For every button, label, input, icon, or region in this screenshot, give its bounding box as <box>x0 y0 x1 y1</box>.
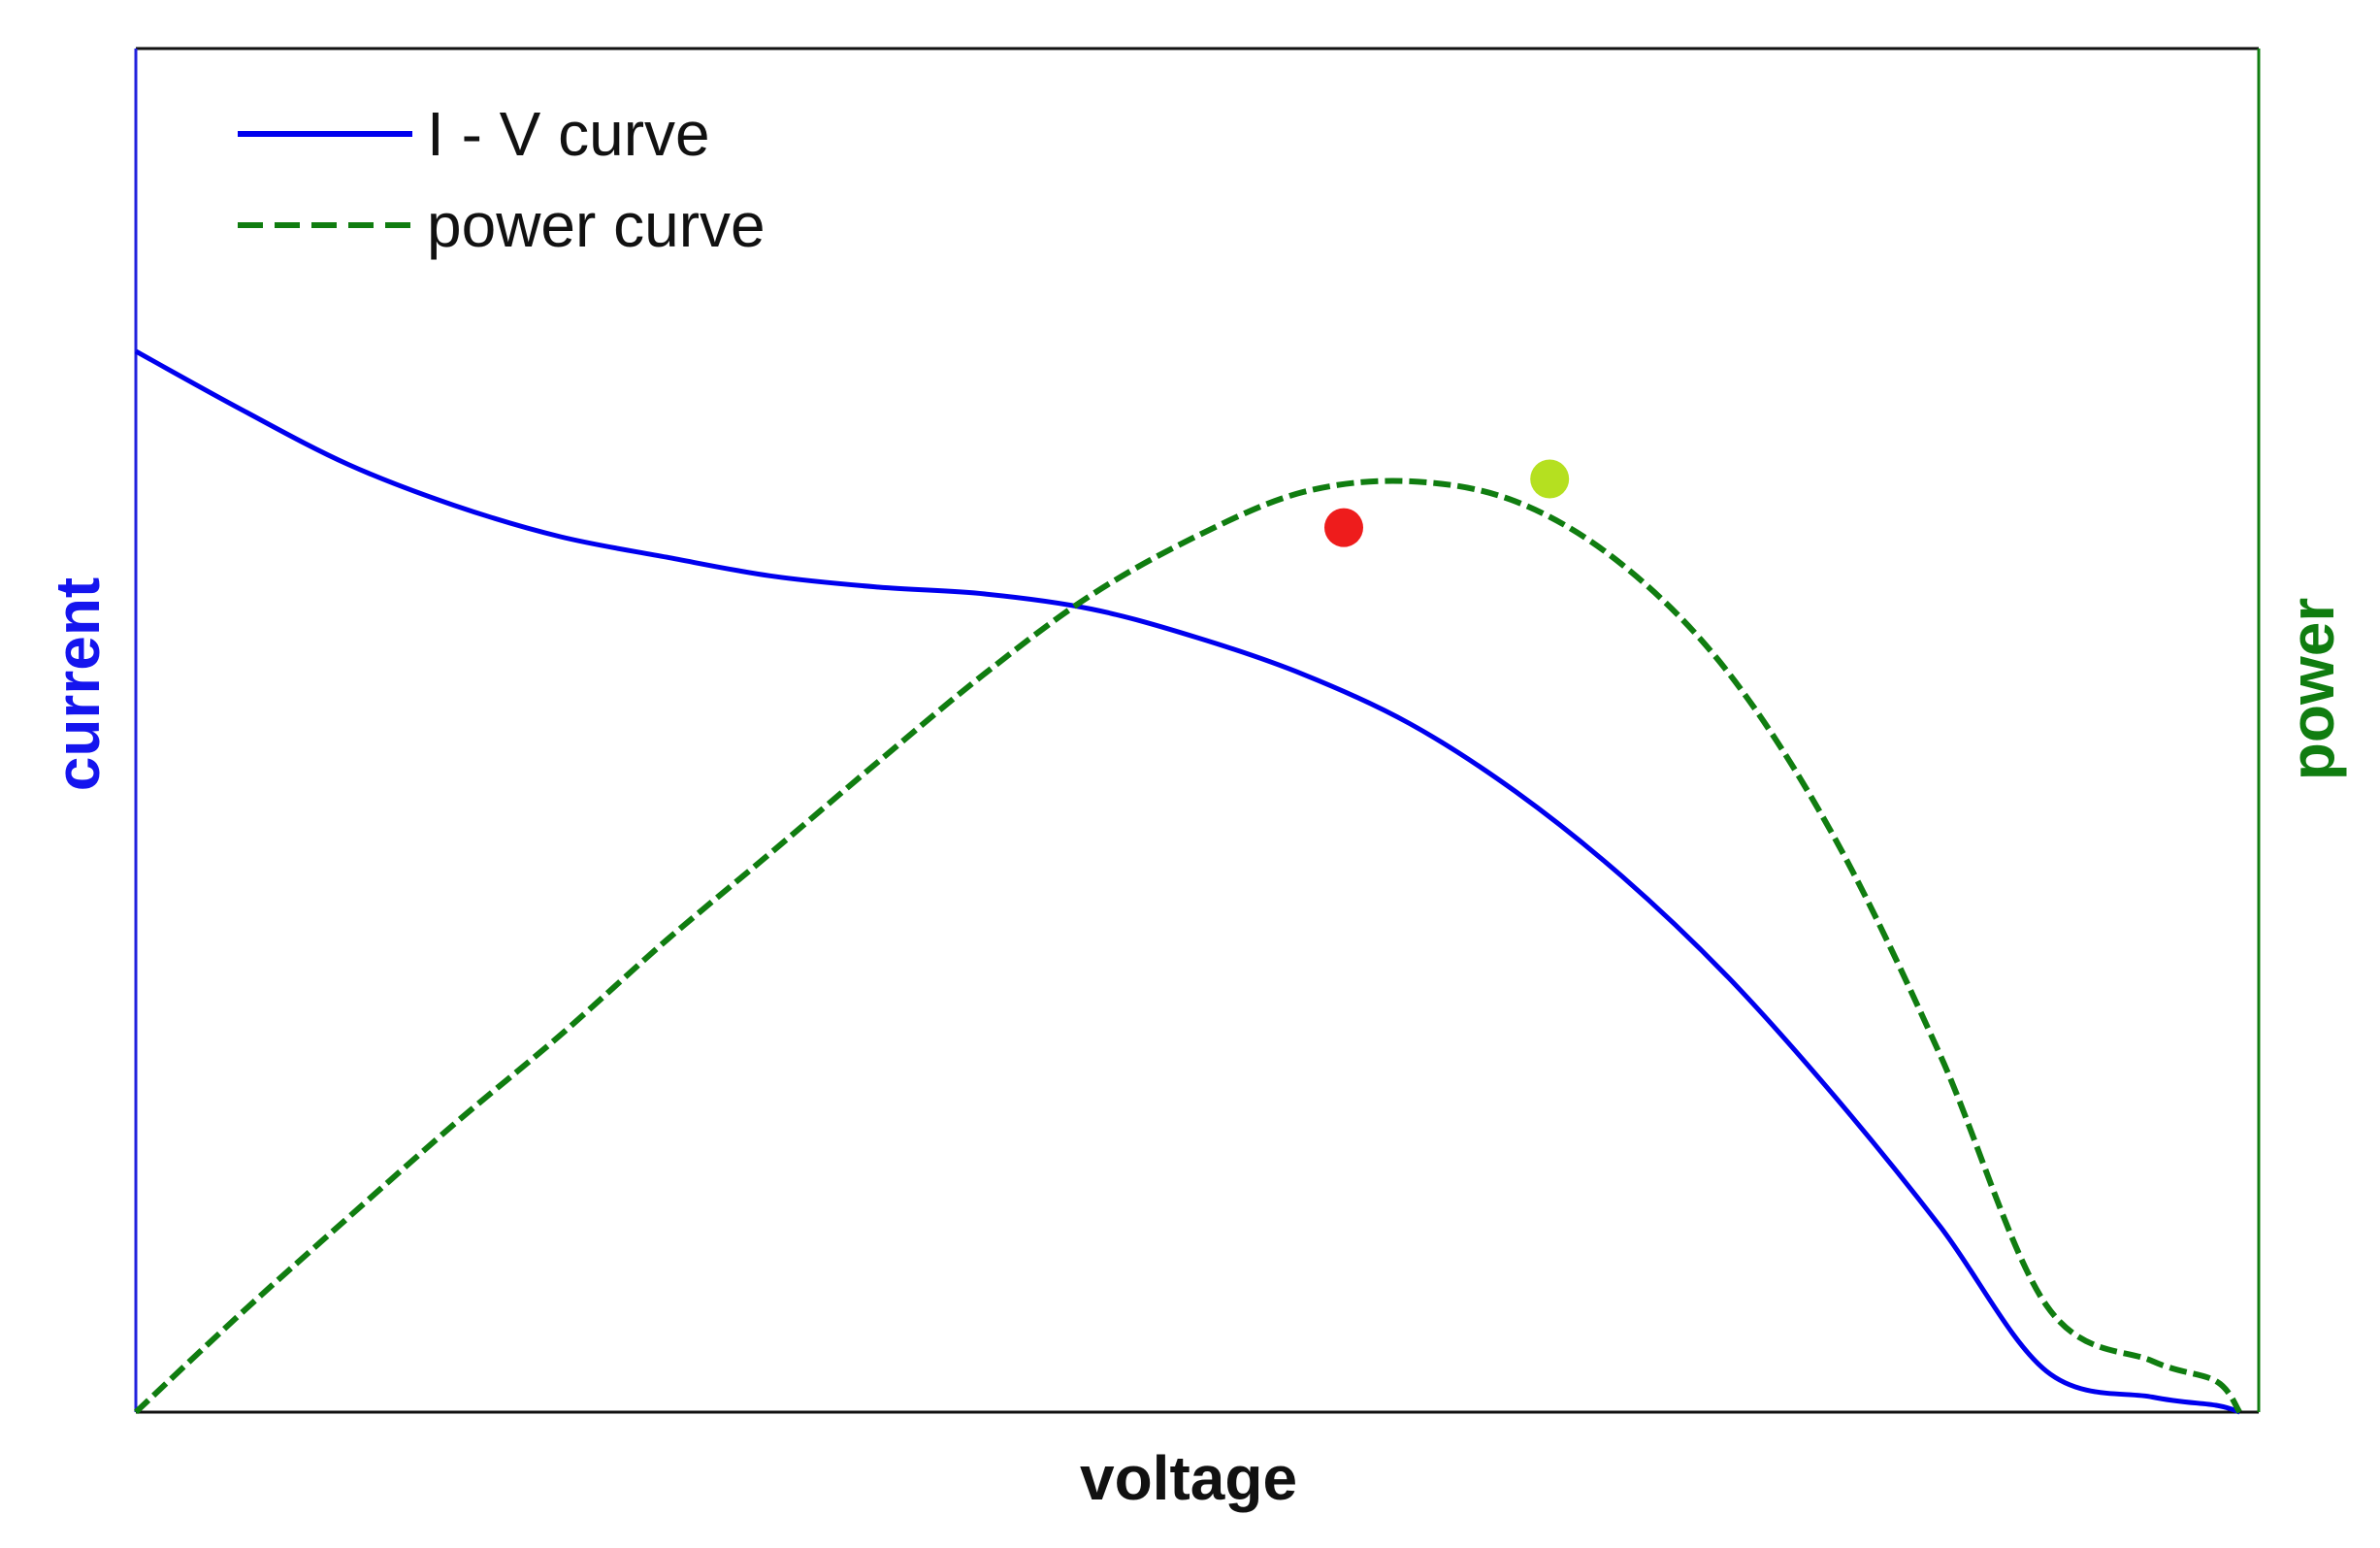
marker-layer <box>1324 459 1570 547</box>
legend-label-iv: I - V curve <box>427 99 710 169</box>
legend-label-power: power curve <box>427 190 766 260</box>
y-axis-label-left: current <box>43 577 113 792</box>
y-axis-label-right: power <box>2277 598 2347 780</box>
series-layer <box>133 348 2242 1415</box>
operating-point-marker <box>1324 508 1363 547</box>
max-power-point-marker <box>1530 459 1570 499</box>
power-curve-line <box>133 478 2242 1415</box>
x-axis-label: voltage <box>1080 1443 1297 1513</box>
plot-frame <box>134 47 2261 1414</box>
iv-curve-line <box>134 348 2241 1415</box>
legend: I - V curve power curve <box>238 99 766 260</box>
